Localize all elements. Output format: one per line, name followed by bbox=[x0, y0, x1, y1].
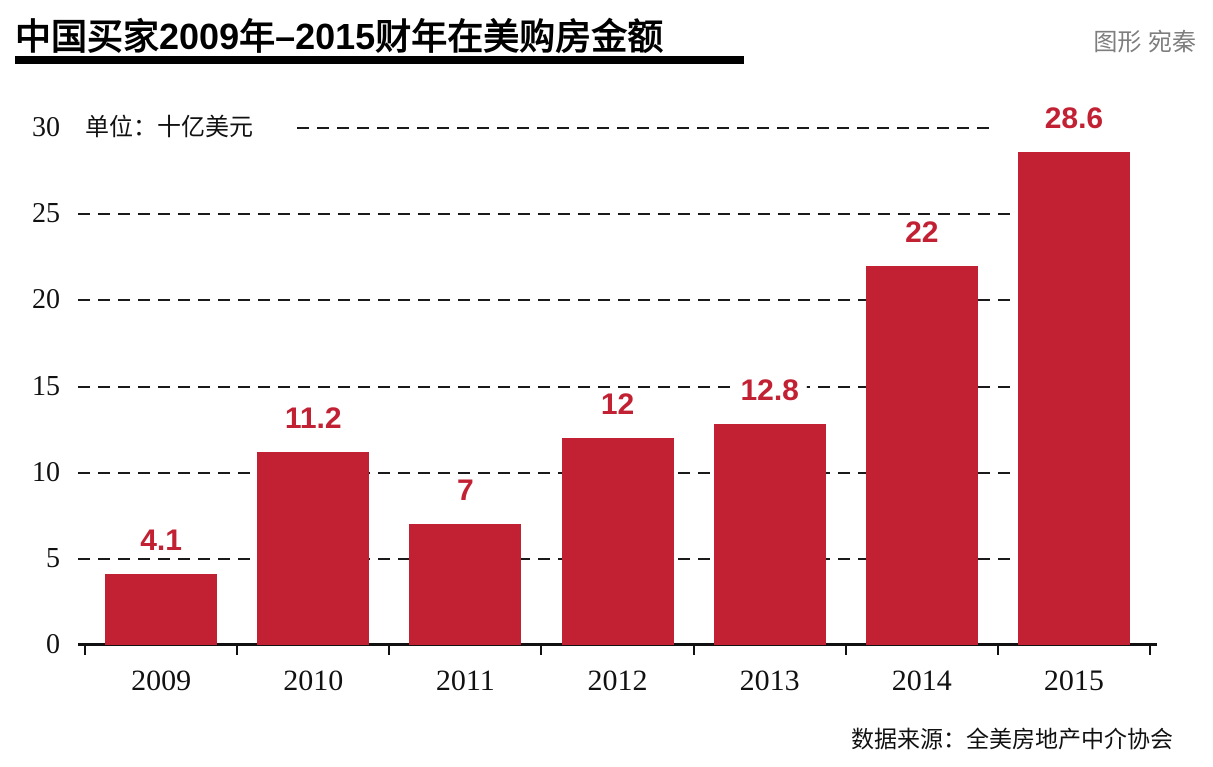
bar-2014 bbox=[865, 265, 978, 645]
x-axis-category-label: 2013 bbox=[739, 664, 800, 697]
x-axis-tick bbox=[540, 646, 543, 655]
x-axis-tick bbox=[388, 646, 391, 655]
x-axis-category-label: 2014 bbox=[891, 664, 952, 697]
title-underline-rule bbox=[15, 56, 744, 64]
gridline bbox=[78, 299, 1136, 302]
gridline bbox=[78, 385, 1136, 388]
x-axis-tick bbox=[1149, 646, 1151, 655]
x-axis-tick bbox=[692, 646, 695, 655]
y-axis-tick-label: 10 bbox=[32, 456, 60, 488]
x-axis-category-label: 2010 bbox=[283, 664, 344, 697]
x-axis-tick bbox=[236, 646, 239, 655]
bar-value-label: 4.1 bbox=[132, 526, 190, 557]
bar-value-label: 11.2 bbox=[276, 403, 350, 434]
bar-2009 bbox=[105, 574, 218, 645]
bar-value-label: 12.8 bbox=[732, 376, 807, 407]
bar-2013 bbox=[713, 424, 826, 645]
x-axis-tick bbox=[996, 646, 999, 655]
gridline bbox=[78, 213, 1136, 216]
x-axis-category-label: 2012 bbox=[587, 664, 648, 697]
y-axis-tick-label: 30 bbox=[32, 112, 60, 143]
y-axis-tick-label: 25 bbox=[32, 198, 60, 230]
data-source-note: 数据来源：全美房地产中介协会 bbox=[851, 726, 1173, 752]
bar-value-label: 12 bbox=[592, 390, 643, 421]
y-axis-tick-label: 20 bbox=[32, 284, 60, 316]
bar-value-label: 7 bbox=[449, 476, 482, 507]
y-axis-tick-label: 15 bbox=[32, 370, 60, 402]
unit-label: 单位：十亿美元 bbox=[85, 113, 273, 143]
x-axis-tick bbox=[84, 646, 86, 655]
x-axis-category-label: 2011 bbox=[435, 664, 495, 697]
gridline bbox=[297, 127, 990, 129]
bar-2010 bbox=[257, 451, 370, 645]
x-axis-tick bbox=[844, 646, 847, 655]
x-axis-category-label: 2009 bbox=[131, 664, 192, 697]
page-title: 中国买家2009年–2015财年在美购房金额 bbox=[15, 16, 664, 57]
graphic-credit: 图形 宛秦 bbox=[1093, 29, 1196, 56]
bar-2011 bbox=[409, 524, 522, 645]
bar-2015 bbox=[1017, 152, 1130, 645]
bar-2012 bbox=[561, 438, 674, 645]
y-axis-tick-label: 5 bbox=[46, 542, 60, 574]
x-axis-category-label: 2015 bbox=[1043, 664, 1104, 697]
y-axis-tick-label: 0 bbox=[46, 629, 60, 660]
bar-value-label: 28.6 bbox=[1036, 104, 1112, 135]
bar-value-label: 22 bbox=[897, 217, 947, 248]
